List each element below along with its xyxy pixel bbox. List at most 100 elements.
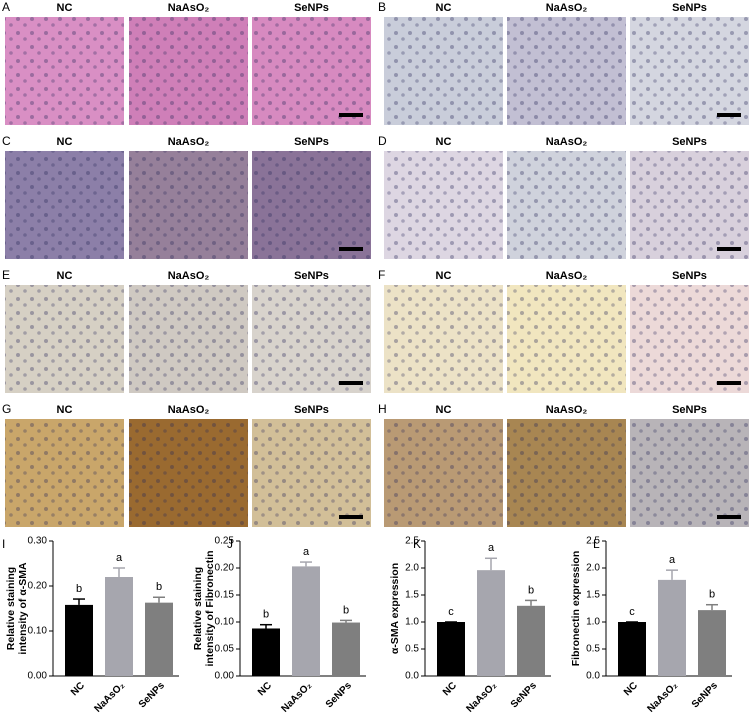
x-tick-label: NaAsO₂ (279, 680, 314, 715)
x-tick-label: NC (69, 680, 87, 698)
y-tick-label: 0.05 (215, 644, 235, 655)
image-heading: NC (436, 2, 452, 14)
y-tick-label: 0.00 (28, 671, 48, 682)
image-heading: NaAsO₂ (546, 404, 588, 416)
significance-letter: a (669, 554, 676, 566)
panel-label: I (2, 537, 5, 551)
significance-letter: b (156, 581, 162, 593)
x-tick-label: SeNPs (690, 680, 720, 710)
y-tick-label: 0.0 (405, 671, 419, 682)
y-tick-label: 0.5 (405, 644, 419, 655)
image-heading: NC (436, 404, 452, 416)
micrograph-texture (384, 17, 503, 125)
image-heading: SeNPs (294, 404, 329, 416)
scale-bar (717, 247, 741, 251)
significance-letter: a (116, 552, 123, 564)
micrograph-texture (384, 419, 503, 527)
y-tick-label: 1.0 (405, 617, 419, 628)
image-heading: NC (57, 404, 73, 416)
image-heading: NC (57, 270, 73, 282)
micrograph-texture (129, 151, 248, 259)
panel-label: J (227, 537, 233, 551)
y-tick-label: 0.00 (215, 671, 235, 682)
micrograph-texture (630, 17, 749, 125)
micrograph-texture (5, 285, 124, 393)
x-tick-label: NC (441, 680, 459, 698)
image-heading: NC (436, 270, 452, 282)
y-axis-label: intensity of Fibronectin (204, 550, 216, 666)
bar (332, 622, 360, 676)
scale-bar (339, 381, 363, 385)
bar (292, 566, 320, 676)
micrograph-texture (252, 151, 371, 259)
y-tick-label: 2.0 (586, 563, 600, 574)
micrograph-texture (129, 17, 248, 125)
bar (477, 570, 505, 676)
bar (252, 628, 280, 676)
y-tick-label: 1.5 (586, 590, 600, 601)
micrograph-texture (129, 419, 248, 527)
micrograph-texture (507, 419, 626, 527)
bar (437, 622, 465, 676)
y-tick-label: 0.25 (215, 536, 235, 547)
significance-letter: b (528, 584, 534, 596)
scale-bar (717, 515, 741, 519)
x-tick-label: SeNPs (324, 680, 354, 710)
micrograph-texture (5, 151, 124, 259)
significance-letter: a (488, 542, 495, 554)
bar (658, 579, 686, 676)
image-heading: SeNPs (672, 270, 707, 282)
y-tick-label: 1.0 (586, 617, 600, 628)
panel-label: D (378, 134, 387, 148)
x-tick-label: NC (622, 680, 640, 698)
image-heading: NaAsO₂ (168, 2, 210, 14)
y-tick-label: 0.20 (28, 581, 48, 592)
significance-letter: b (263, 609, 269, 621)
image-heading: NaAsO₂ (546, 2, 588, 14)
y-axis-label: α-SMA expression (389, 563, 401, 654)
panel-label: F (378, 268, 385, 282)
x-tick-label: NC (256, 680, 274, 698)
panel-label: L (593, 537, 600, 551)
image-heading: NaAsO₂ (168, 270, 210, 282)
image-heading: SeNPs (294, 2, 329, 14)
significance-letter: c (448, 606, 454, 618)
micrograph-texture (507, 285, 626, 393)
panel-label: B (378, 0, 386, 14)
bar (105, 577, 133, 676)
y-tick-label: 0.15 (215, 590, 235, 601)
significance-letter: b (709, 589, 715, 601)
micrograph-texture (630, 285, 749, 393)
image-heading: SeNPs (294, 270, 329, 282)
significance-letter: b (76, 583, 82, 595)
y-tick-label: 0.10 (215, 617, 235, 628)
scale-bar (339, 113, 363, 117)
image-heading: NaAsO₂ (546, 270, 588, 282)
scale-bar (339, 247, 363, 251)
image-heading: SeNPs (672, 136, 707, 148)
panel-label: K (413, 537, 421, 551)
significance-letter: a (303, 546, 310, 558)
bar (618, 622, 646, 676)
micrograph-texture (252, 17, 371, 125)
bar (517, 605, 545, 676)
image-heading: NC (57, 136, 73, 148)
panel-label: E (2, 268, 10, 282)
y-tick-label: 0.10 (28, 626, 48, 637)
panel-label: H (378, 402, 387, 416)
bar (145, 602, 173, 676)
panel-label: A (2, 0, 10, 14)
x-tick-label: NaAsO₂ (464, 680, 499, 715)
y-tick-label: 0.30 (28, 536, 48, 547)
image-heading: SeNPs (672, 404, 707, 416)
image-heading: NaAsO₂ (168, 404, 210, 416)
micrograph-texture (507, 17, 626, 125)
panel-label: C (2, 134, 11, 148)
image-heading: NC (436, 136, 452, 148)
bar (65, 604, 93, 676)
micrograph-texture (630, 151, 749, 259)
x-tick-label: NaAsO₂ (645, 680, 680, 715)
micrograph-texture (129, 285, 248, 393)
y-axis-label: Relative staining (5, 567, 17, 650)
micrograph-texture (384, 151, 503, 259)
